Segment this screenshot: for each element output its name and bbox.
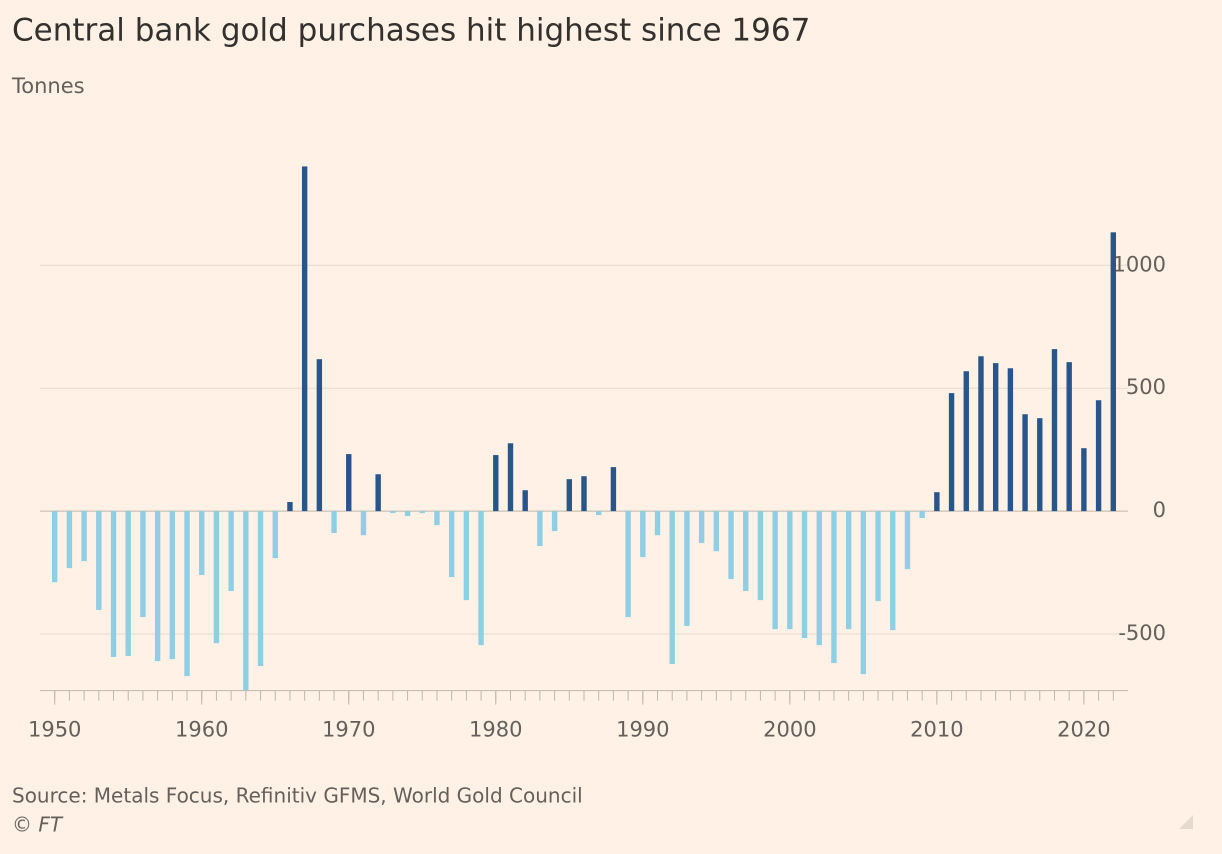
x-tick-label: 1970 — [322, 718, 375, 742]
bar — [816, 511, 822, 646]
bar — [728, 511, 734, 579]
bar — [904, 511, 911, 570]
bar — [1051, 349, 1058, 512]
bar — [787, 511, 793, 630]
bar — [845, 511, 852, 630]
bar — [1110, 232, 1116, 512]
bar — [184, 511, 190, 677]
bar — [522, 490, 528, 512]
bar — [257, 511, 264, 667]
bar — [978, 356, 984, 512]
bar — [331, 511, 337, 534]
bar — [213, 511, 220, 644]
bar — [52, 511, 58, 583]
bar — [890, 511, 896, 631]
bar — [375, 474, 381, 512]
bar — [346, 454, 352, 512]
x-tick-label: 2020 — [1057, 718, 1110, 742]
bar — [1022, 414, 1028, 512]
bar — [125, 511, 131, 656]
bar — [404, 511, 411, 517]
bar — [919, 511, 925, 519]
bar — [669, 511, 675, 665]
bar — [199, 511, 205, 576]
bar — [537, 511, 543, 547]
x-tick-label: 1980 — [469, 718, 522, 742]
y-tick-label: 500 — [1126, 375, 1166, 399]
bar — [228, 511, 234, 592]
bar — [66, 511, 73, 569]
x-tick-label: 1960 — [175, 718, 228, 742]
bar — [434, 511, 440, 526]
chart-title: Central bank gold purchases hit highest … — [12, 13, 810, 49]
bar — [1081, 448, 1087, 512]
bar — [419, 511, 425, 514]
bar — [1095, 400, 1102, 512]
bar — [566, 479, 572, 512]
bar — [875, 511, 881, 602]
chart-subtitle: Tonnes — [11, 74, 85, 98]
bar — [81, 511, 87, 562]
y-tick-label: 0 — [1153, 498, 1166, 522]
x-tick-label: 2010 — [910, 718, 963, 742]
bar — [169, 511, 176, 660]
x-tick-label: 1990 — [616, 718, 669, 742]
bar — [551, 511, 558, 532]
y-tick-label: 1000 — [1113, 252, 1166, 276]
x-tick-label: 2000 — [763, 718, 816, 742]
bar — [757, 511, 764, 601]
resize-handle — [1179, 815, 1193, 829]
bar — [1007, 368, 1014, 512]
bar — [654, 511, 661, 536]
credit: © FT — [12, 813, 64, 837]
bar — [963, 371, 969, 512]
bar — [140, 511, 146, 618]
x-tick-label: 1950 — [28, 718, 81, 742]
bar — [507, 443, 514, 512]
bar — [610, 467, 617, 512]
bar — [287, 502, 293, 512]
bar — [596, 511, 602, 516]
bar — [390, 511, 396, 514]
bar — [493, 455, 499, 512]
bar — [316, 359, 323, 512]
bar — [860, 511, 867, 675]
bar — [992, 363, 999, 512]
bar — [301, 166, 308, 512]
bar — [478, 511, 484, 646]
bar — [1066, 362, 1072, 512]
bar — [581, 476, 587, 512]
bar — [801, 511, 808, 638]
bar — [831, 511, 837, 664]
bar — [360, 511, 367, 536]
source: Source: Metals Focus, Refinitiv GFMS, Wo… — [12, 784, 583, 808]
bar — [772, 511, 778, 630]
bar — [625, 511, 631, 618]
bar — [272, 511, 278, 559]
bar — [110, 511, 117, 657]
bar — [698, 511, 705, 544]
bar — [448, 511, 455, 578]
bar — [1037, 418, 1043, 512]
bar — [713, 511, 720, 552]
bar — [948, 393, 955, 512]
bar — [640, 511, 646, 558]
bar — [154, 511, 161, 662]
y-tick-label: -500 — [1118, 621, 1166, 645]
bar — [243, 511, 249, 691]
bar — [96, 511, 102, 610]
bar — [743, 511, 749, 592]
bar — [934, 492, 940, 512]
bar — [463, 511, 470, 601]
bar — [684, 511, 690, 626]
